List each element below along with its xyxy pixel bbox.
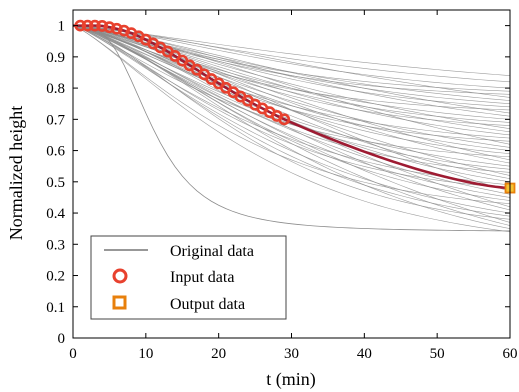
original-data-curve	[72, 25, 511, 233]
input-series-line-group	[73, 24, 511, 190]
legend-input-label: Input data	[170, 269, 234, 286]
original-data-curve	[72, 25, 511, 217]
original-data-curve	[72, 25, 511, 158]
legend-output-label: Output data	[170, 296, 245, 313]
original-data-curve	[72, 25, 511, 173]
original-data-curves	[72, 25, 511, 233]
y-tick-label: 0.4	[46, 206, 65, 222]
original-data-curve	[72, 25, 511, 126]
original-data-curve	[72, 25, 511, 201]
original-data-curve	[72, 25, 511, 211]
x-tick-label: 20	[211, 346, 226, 362]
y-tick-label: 0.6	[46, 144, 65, 160]
original-data-curve	[72, 25, 511, 161]
y-tick-label: 0	[58, 331, 66, 347]
x-tick-label: 0	[69, 346, 77, 362]
y-tick-label: 0.7	[46, 112, 65, 128]
legend-output-swatch	[112, 295, 127, 310]
y-tick-label: 1	[58, 19, 66, 35]
original-data-curve	[72, 25, 511, 170]
legend-input-swatch	[112, 268, 128, 284]
legend: Original data Input data Output data	[90, 235, 287, 320]
x-tick-label: 60	[503, 346, 518, 362]
x-tick-label: 50	[430, 346, 445, 362]
input-series-markers	[74, 19, 291, 126]
y-tick-label: 0.3	[46, 237, 65, 253]
y-tick-label: 0.8	[46, 81, 65, 97]
input-data-point	[110, 22, 123, 35]
original-data-curve	[72, 25, 511, 167]
y-tick-label: 0.5	[46, 175, 65, 191]
y-tick-label: 0.1	[46, 300, 65, 316]
x-tick-label: 40	[357, 346, 372, 362]
x-axis-title: t (min)	[266, 369, 316, 390]
original-data-curve	[72, 25, 511, 139]
input-data-point	[278, 113, 291, 126]
y-axis-title: Normalized height	[6, 106, 26, 240]
input-data-point	[88, 19, 101, 32]
y-tick-label: 0.9	[46, 50, 65, 66]
y-tick-label: 0.2	[46, 269, 65, 285]
original-data-curve	[72, 25, 511, 204]
legend-original-label: Original data	[170, 243, 254, 260]
input-series-line	[73, 24, 511, 190]
original-data-curve	[72, 25, 511, 108]
x-tick-label: 10	[138, 346, 153, 362]
input-data-point	[96, 20, 109, 32]
original-data-curve	[72, 25, 511, 229]
axis-ticks: 0 10 20 30 40 50 60 0 0.1 0.2 0.3 0.4 0.5 0.6 0.7 0.8 0.…	[46, 10, 518, 362]
original-data-curve	[72, 25, 511, 192]
original-data-curve	[72, 25, 511, 232]
original-data-curve	[72, 25, 511, 183]
input-data-point	[103, 21, 116, 34]
x-tick-label: 30	[284, 346, 299, 362]
original-data-curve	[72, 25, 511, 220]
input-data-point	[81, 19, 94, 32]
